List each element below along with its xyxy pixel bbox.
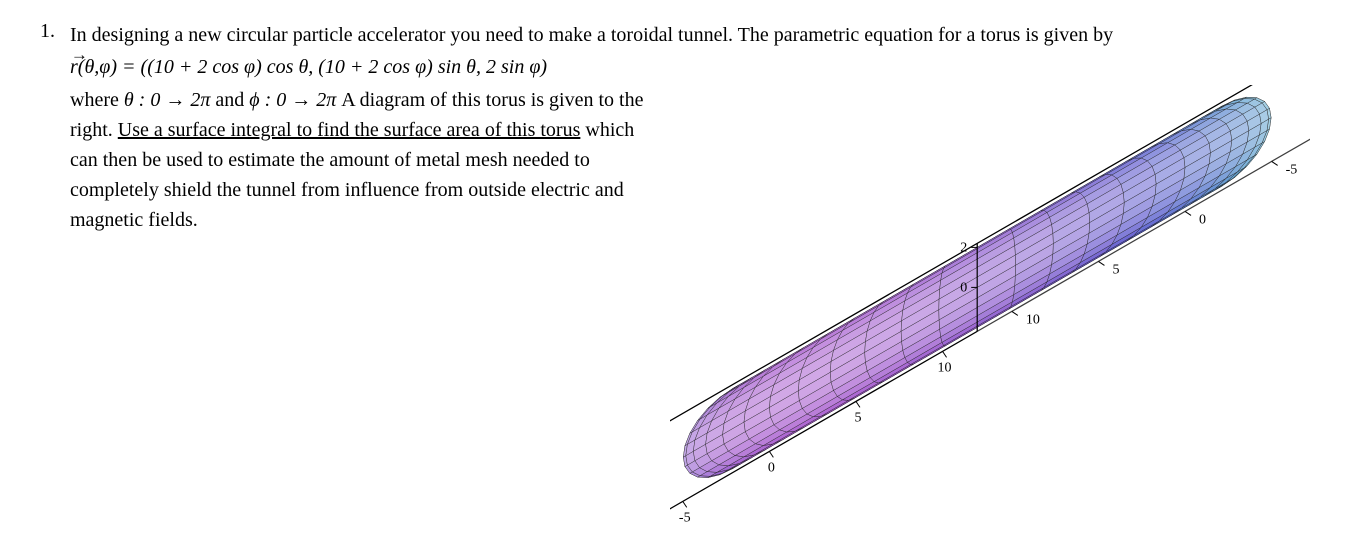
- svg-text:10: 10: [1026, 312, 1040, 327]
- svg-text:5: 5: [854, 410, 861, 425]
- equation: r(θ,φ) = ((10 + 2 cos φ) cos θ, (10 + 2 …: [70, 56, 1322, 79]
- problem: 1. In designing a new circular particle …: [40, 20, 1322, 525]
- underlined-instruction: Use a surface integral to find the surfa…: [118, 119, 581, 141]
- svg-text:2: 2: [960, 240, 967, 255]
- svg-text:10: 10: [938, 360, 952, 375]
- torus-figure: -10-50510-10-5051002: [670, 85, 1310, 525]
- problem-number: 1.: [40, 20, 70, 43]
- theta-range: θ : 0 → 2π: [124, 89, 211, 111]
- svg-text:-5: -5: [679, 510, 691, 525]
- svg-text:-5: -5: [1286, 162, 1298, 177]
- svg-text:0: 0: [960, 280, 967, 295]
- svg-text:0: 0: [1199, 212, 1206, 227]
- vector-r: r: [70, 56, 78, 79]
- svg-text:0: 0: [768, 460, 775, 475]
- body-text: where θ : 0 → 2π and ϕ : 0 → 2π A diagra…: [70, 85, 650, 235]
- intro-text: In designing a new circular particle acc…: [70, 20, 1322, 50]
- problem-content: In designing a new circular particle acc…: [70, 20, 1322, 525]
- and: and: [215, 89, 249, 111]
- where: where: [70, 89, 124, 111]
- svg-text:5: 5: [1112, 262, 1119, 277]
- phi-range: ϕ : 0 → 2π: [249, 89, 336, 111]
